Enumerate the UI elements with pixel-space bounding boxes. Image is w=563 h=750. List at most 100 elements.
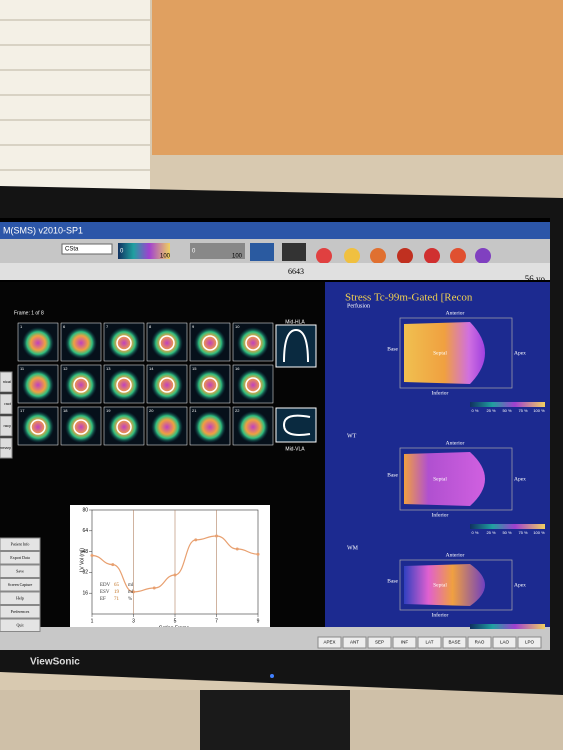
view-button[interactable] xyxy=(367,636,392,649)
tile-contour xyxy=(245,377,261,393)
tile-contour xyxy=(159,335,175,351)
tile-number: 20 xyxy=(149,408,154,413)
tile-number: 19 xyxy=(106,408,111,413)
view-label: ANT xyxy=(350,640,359,645)
view-button[interactable] xyxy=(517,636,542,649)
volume-point xyxy=(215,534,218,538)
tool-button[interactable] xyxy=(475,248,491,264)
menu-label: Preferences xyxy=(11,609,30,614)
tile-scan xyxy=(65,327,97,359)
tile-scan xyxy=(151,327,183,359)
side-tab-label: ract xyxy=(4,401,12,406)
menu-button[interactable] xyxy=(0,591,41,605)
vla-contour xyxy=(282,414,311,436)
tile-number: 17 xyxy=(20,408,25,413)
tile-scan xyxy=(22,369,54,401)
hla-label: Mid-HLA xyxy=(285,319,305,325)
menu-button[interactable] xyxy=(0,564,41,578)
volume-point xyxy=(132,590,135,594)
hla-view xyxy=(275,324,317,368)
view-button[interactable] xyxy=(392,636,417,649)
patient-id: 6643 xyxy=(288,267,304,276)
view-button[interactable] xyxy=(417,636,442,649)
menu-button[interactable] xyxy=(0,605,41,619)
menu-button[interactable] xyxy=(0,537,41,551)
polar-title: Stress Tc-99m-Gated [Recon xyxy=(345,292,473,304)
tile-contour xyxy=(245,335,261,351)
y-tick-label: 80 xyxy=(82,507,88,513)
tool-button[interactable] xyxy=(282,243,306,261)
view-button[interactable] xyxy=(342,636,367,649)
color-scale xyxy=(118,243,170,259)
volume-point xyxy=(90,554,94,557)
menu-label: Patient Info xyxy=(11,541,30,546)
view-button[interactable] xyxy=(492,636,517,649)
view-label: SEP xyxy=(375,640,384,645)
tile-contour xyxy=(30,419,46,435)
brand: ViewSonic xyxy=(30,657,80,668)
tile-scan xyxy=(151,411,183,443)
tile-scan xyxy=(65,369,97,401)
side-tab[interactable] xyxy=(0,415,13,437)
map-base: Base xyxy=(387,472,398,478)
menu-button[interactable] xyxy=(0,618,41,632)
colorbar-label: 75 % xyxy=(518,530,528,535)
side-tab[interactable] xyxy=(0,371,13,393)
view-button[interactable] xyxy=(442,636,467,649)
view-label: LAT xyxy=(426,640,434,645)
cabinet xyxy=(152,0,563,155)
side-tab[interactable] xyxy=(0,437,13,459)
tool-button[interactable] xyxy=(344,248,360,264)
x-tick-label: 5 xyxy=(174,618,177,624)
x-tick-label: 3 xyxy=(132,618,135,624)
map-base: Base xyxy=(387,346,398,352)
volume-point xyxy=(173,573,177,577)
tile-number: 18 xyxy=(63,408,68,413)
tile-number: 14 xyxy=(149,366,154,371)
tile-number: 10 xyxy=(235,324,240,329)
info-bar xyxy=(0,263,550,280)
scale-max: 100 xyxy=(160,254,171,260)
tile-contour xyxy=(202,377,218,393)
volume-point xyxy=(152,586,156,590)
view-label: RAO xyxy=(475,640,485,645)
colorbar-label: 0 % xyxy=(472,530,479,535)
menu-button[interactable] xyxy=(0,578,41,592)
frame-label: Frame: 1 of 8 xyxy=(14,310,44,316)
tool-button[interactable] xyxy=(397,248,413,264)
tool-button[interactable] xyxy=(450,248,466,264)
view-label: LAO xyxy=(500,640,510,645)
side-tab-label: racy xyxy=(3,423,11,428)
colorbar-label: 50 % xyxy=(502,530,512,535)
stat-text: EDV xyxy=(100,583,111,588)
view-button[interactable] xyxy=(317,636,342,649)
dataset-select[interactable] xyxy=(61,243,113,255)
power-led xyxy=(270,674,274,678)
view-label: INF xyxy=(401,640,409,645)
colorbar-label: 25 % xyxy=(486,408,496,413)
volume-point xyxy=(194,538,198,542)
tool-button[interactable] xyxy=(370,248,386,264)
polar-map xyxy=(404,452,485,506)
side-tab[interactable] xyxy=(0,393,13,415)
map-colorbar xyxy=(470,624,545,629)
map-anterior: Anterior xyxy=(446,310,465,316)
view-button[interactable] xyxy=(467,636,492,649)
map-box xyxy=(399,559,513,611)
tool-button[interactable] xyxy=(250,243,274,261)
tile-number: 11 xyxy=(20,366,25,371)
tile-scan xyxy=(194,369,226,401)
map-inferior: Inferior xyxy=(432,389,449,396)
menu-label: Screen Capture xyxy=(8,582,33,587)
menu-button[interactable] xyxy=(0,551,41,565)
plot-panel xyxy=(70,505,270,635)
tool-button[interactable] xyxy=(424,248,440,264)
map-label: WT xyxy=(347,433,357,439)
x-tick-label: 7 xyxy=(215,618,218,624)
tile-scan xyxy=(108,369,140,401)
y-tick-label: 16 xyxy=(82,591,88,597)
tool-button[interactable] xyxy=(316,248,332,264)
tile-contour xyxy=(159,377,175,393)
map-label: WM xyxy=(347,545,359,551)
